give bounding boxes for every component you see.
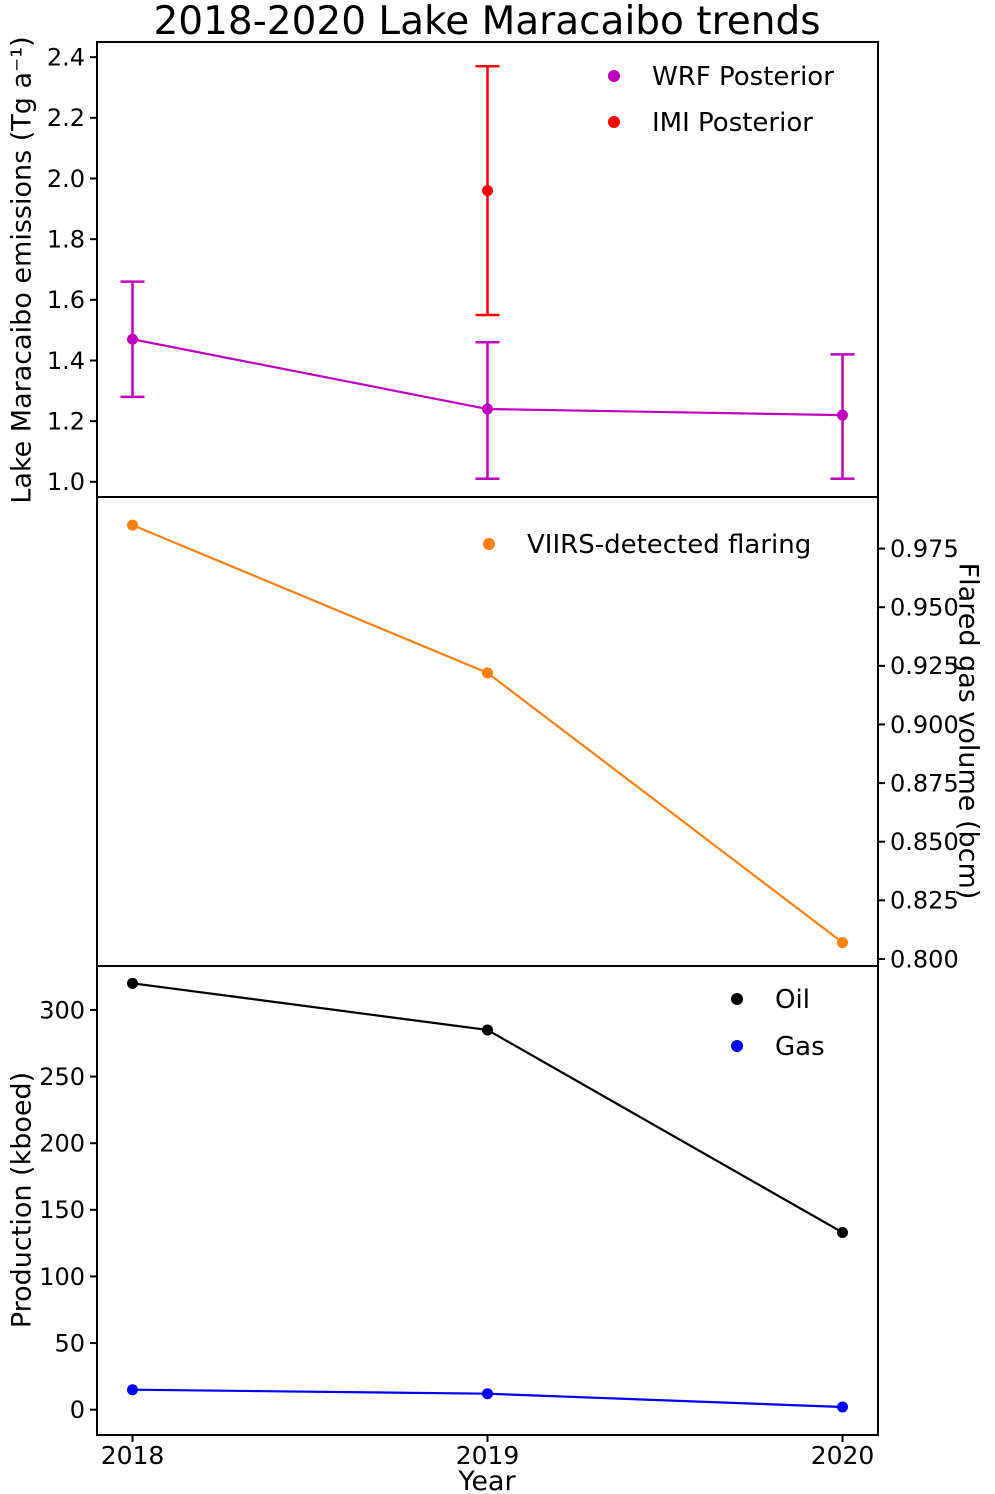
chart-title: 2018-2020 Lake Maracaibo trends [153, 0, 820, 44]
production-y-axis-label: Production (kboed) [7, 1072, 38, 1328]
wrf-posterior-point [127, 333, 138, 345]
legend-marker-wrf-posterior [608, 70, 620, 82]
emissions-y-axis-label: Lake Maracaibo emissions (Tg a⁻¹) [7, 36, 38, 503]
oil-line [132, 982, 844, 1234]
flaring-panel: 0.800 0.825 0.850 0.875 0.900 0.925 0.950 0.975… [96, 496, 959, 973]
gas-point [482, 1388, 493, 1400]
legend-label-gas: Gas [775, 1032, 825, 1062]
y-tick-label: 0.875 [890, 769, 959, 797]
legend-label-wrf-posterior: WRF Posterior [652, 62, 834, 92]
x-tick-label: 2018 [101, 1441, 165, 1470]
legend-marker-viirs-detected-flaring [483, 538, 495, 550]
flaring-y-axis-label: Flared gas volume (bcm) [952, 563, 983, 900]
x-tick-label: 2019 [456, 1441, 520, 1470]
y-tick-label: 1.8 [47, 226, 85, 254]
y-tick-label: 0.850 [890, 828, 959, 856]
viirs-detected-flaring-point [482, 667, 493, 679]
x-tick-label: 2020 [811, 1441, 875, 1470]
viirs-detected-flaring-point [127, 519, 138, 531]
y-tick-label: 0.975 [890, 535, 959, 563]
y-tick-label: 0.950 [890, 594, 959, 622]
legend-label-imi-posterior: IMI Posterior [652, 108, 813, 138]
y-tick-label: 2.4 [47, 44, 85, 72]
y-tick-label: 2.2 [47, 104, 85, 132]
oil-point [837, 1226, 848, 1238]
legend-marker-oil [731, 993, 743, 1005]
wrf-posterior-point [837, 409, 848, 421]
oil-point [127, 977, 138, 989]
viirs-detected-flaring-point [837, 937, 848, 949]
legend-label-oil: Oil [775, 985, 810, 1015]
gas-point [837, 1401, 848, 1413]
gas-point [127, 1384, 138, 1396]
panels-group: 1.0 1.2 1.4 1.6 1.8 2.0 2.2 2.4 WRF Posterior IMI… [39, 41, 959, 1470]
y-tick-label: 1.2 [47, 408, 85, 436]
y-tick-label: 0 [70, 1396, 85, 1424]
production-panel: 0 50 100 150 200 250 300 2018 2019 2020 Oil Gas [39, 965, 879, 1470]
y-tick-label: 50 [54, 1329, 85, 1357]
y-tick-label: 200 [39, 1130, 85, 1158]
x-axis-label: Year [457, 1466, 516, 1494]
y-tick-label: 1.6 [47, 286, 85, 314]
y-tick-label: 0.825 [890, 887, 959, 915]
y-tick-label: 1.4 [47, 347, 85, 375]
y-tick-label: 300 [39, 996, 85, 1024]
legend-label-viirs-detected-flaring: VIIRS-detected flaring [527, 530, 811, 560]
production-border [96, 965, 879, 1436]
y-tick-label: 150 [39, 1196, 85, 1224]
y-tick-label: 0.800 [890, 945, 959, 973]
oil-point [482, 1024, 493, 1036]
y-tick-label: 0.900 [890, 711, 959, 739]
emissions-panel: 1.0 1.2 1.4 1.6 1.8 2.0 2.2 2.4 WRF Posterior IMI… [47, 41, 879, 498]
legend-marker-imi-posterior [608, 116, 620, 128]
y-tick-label: 250 [39, 1063, 85, 1091]
viirs-detected-flaring-line [132, 524, 844, 944]
y-tick-label: 1.0 [47, 468, 85, 496]
legend-marker-gas [731, 1040, 743, 1052]
y-tick-label: 2.0 [47, 165, 85, 193]
wrf-posterior-point [482, 403, 493, 415]
flaring-border [96, 496, 879, 967]
imi-posterior-point [482, 185, 493, 197]
y-tick-label: 0.925 [890, 652, 959, 680]
y-tick-label: 100 [39, 1263, 85, 1291]
